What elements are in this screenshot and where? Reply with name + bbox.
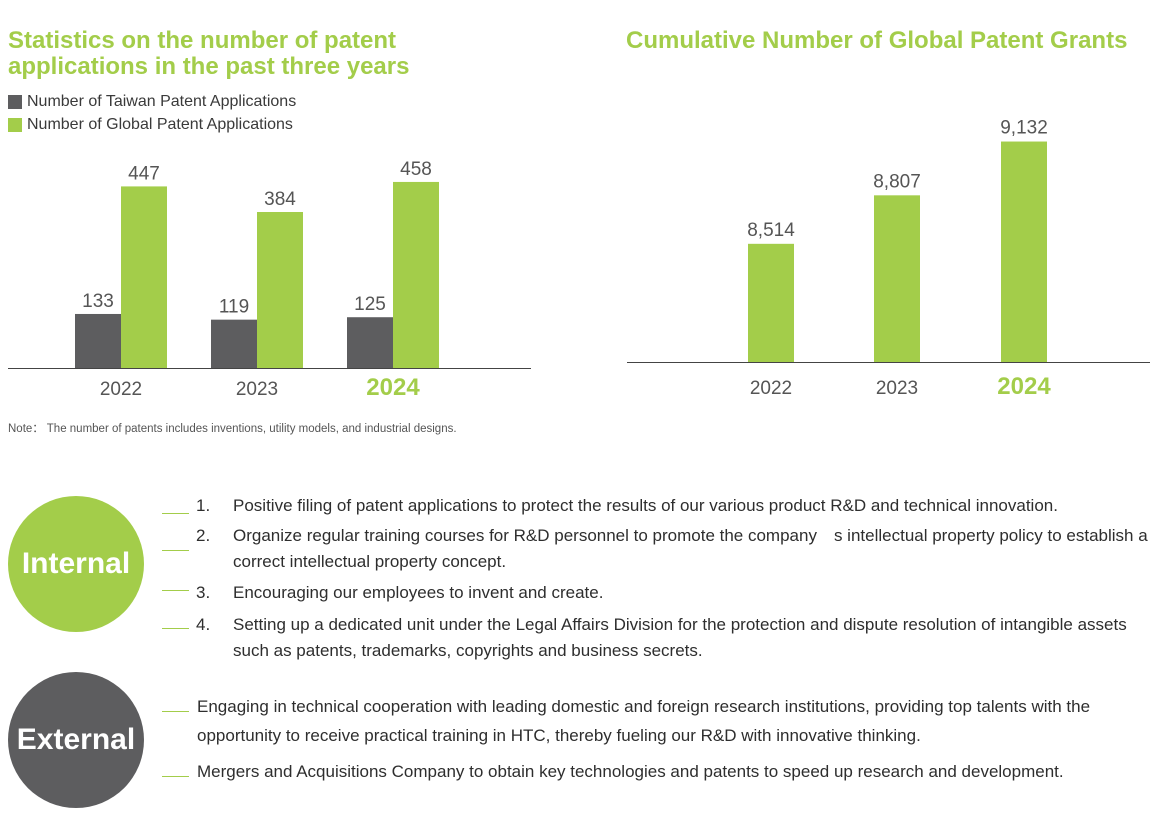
item-dash xyxy=(162,513,189,514)
chart-note: Note： The number of patents includes inv… xyxy=(8,423,457,435)
internal-item-1: Positive filing of patent applications t… xyxy=(233,496,1058,515)
data-label: 125 xyxy=(354,294,386,315)
internal-item-2: Organize regular training courses for R&… xyxy=(233,526,1148,571)
internal-item-3: Encouraging our employees to invent and … xyxy=(233,583,604,602)
legend-item-global: Number of Global Patent Applications xyxy=(8,116,293,134)
bar-taiwan-2022 xyxy=(75,313,121,368)
legend-swatch-gray xyxy=(8,95,22,109)
bar-grants-2022 xyxy=(748,243,794,362)
x-tick-label: 2024 xyxy=(997,373,1051,400)
external-item-1: Engaging in technical cooperation with l… xyxy=(197,697,1091,745)
x-tick-label: 2022 xyxy=(100,379,142,400)
internal-item-number: 1. xyxy=(196,496,211,515)
bar-global-2024 xyxy=(393,181,439,368)
bar-grants-2023 xyxy=(874,195,920,362)
data-label: 384 xyxy=(264,189,296,210)
external-label: External xyxy=(16,723,136,756)
data-label: 9,132 xyxy=(1000,118,1048,139)
item-dash xyxy=(162,776,189,777)
right-chart-title: Cumulative Number of Global Patent Grant… xyxy=(626,27,1128,54)
left-chart-title: Statistics on the number of patent appli… xyxy=(8,27,410,80)
bar-global-2023 xyxy=(257,212,303,368)
item-dash xyxy=(162,590,189,591)
patent-applications-chart: 133 447 2022 119 384 2023 125 458 2024 xyxy=(8,159,531,401)
data-label: 8,514 xyxy=(747,220,795,241)
bar-grants-2024 xyxy=(1001,141,1047,362)
data-label: 447 xyxy=(128,163,160,184)
legend-label-taiwan: Number of Taiwan Patent Applications xyxy=(27,93,297,110)
external-item-2: Mergers and Acquisitions Company to obta… xyxy=(197,762,1064,781)
external-circle: External xyxy=(8,672,144,808)
internal-item-number: 3. xyxy=(196,583,211,602)
internal-circle: Internal xyxy=(8,496,144,632)
data-label: 458 xyxy=(400,159,432,180)
x-tick-label: 2023 xyxy=(876,378,918,399)
bar-taiwan-2023 xyxy=(211,319,257,368)
x-tick-label: 2022 xyxy=(750,378,792,399)
data-label: 8,807 xyxy=(873,171,921,192)
bar-taiwan-2024 xyxy=(347,317,393,368)
internal-label: Internal xyxy=(21,547,131,580)
legend-item-taiwan: Number of Taiwan Patent Applications xyxy=(8,93,296,111)
data-label: 119 xyxy=(219,297,249,318)
legend-swatch-green xyxy=(8,118,22,132)
internal-item-number: 4. xyxy=(196,615,211,634)
item-dash xyxy=(162,628,189,629)
bar-global-2022 xyxy=(121,186,167,368)
item-dash xyxy=(162,550,189,551)
legend-label-global: Number of Global Patent Applications xyxy=(27,116,293,133)
data-label: 133 xyxy=(82,291,114,312)
x-tick-label: 2024 xyxy=(366,374,420,401)
internal-item-4: Setting up a dedicated unit under the Le… xyxy=(233,615,1127,660)
x-tick-label: 2023 xyxy=(236,379,278,400)
item-dash xyxy=(162,711,189,712)
internal-item-number: 2. xyxy=(196,526,211,545)
patent-grants-chart: 8,514 2022 8,807 2023 9,132 2024 xyxy=(627,118,1150,400)
